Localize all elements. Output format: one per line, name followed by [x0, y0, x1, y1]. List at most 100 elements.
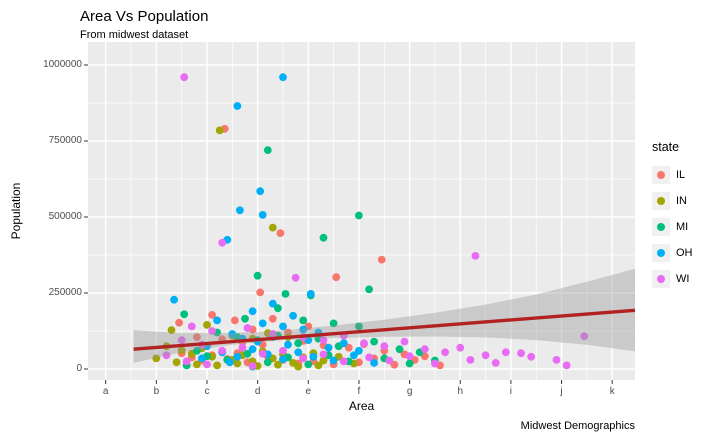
data-point-OH [306, 290, 315, 298]
data-point-IN [215, 126, 224, 135]
data-point-WI [299, 354, 308, 363]
data-point-IN [294, 362, 303, 371]
data-point-MI [405, 359, 414, 368]
data-point-WI [501, 348, 510, 357]
data-point-WI [380, 342, 389, 351]
data-point-MI [304, 360, 313, 369]
data-point-WI [580, 332, 589, 341]
data-point-WI [339, 357, 348, 366]
data-point-OH [233, 352, 242, 361]
x-tick-label-b: b [153, 386, 160, 397]
data-point-WI [385, 356, 394, 365]
data-point-OH [268, 299, 277, 308]
data-point-IL [268, 314, 277, 323]
data-point-IL [208, 311, 217, 319]
data-point-WI [456, 343, 465, 352]
legend: state IL IN MI OH WI [652, 140, 693, 292]
data-point-WI [400, 337, 409, 346]
data-point-IN [177, 346, 186, 355]
data-point-WI [180, 73, 189, 82]
legend-dot-icon [657, 223, 665, 231]
legend-key-wi [652, 270, 670, 288]
x-tick-label-i: i [509, 386, 512, 397]
y-tick-label-500000: 500000 [48, 211, 82, 222]
data-point-OH [233, 102, 242, 110]
data-point-OH [258, 319, 267, 328]
data-point-IL [256, 288, 265, 297]
data-point-WI [182, 357, 191, 366]
data-point-IL [377, 255, 386, 264]
y-tick-label-750000: 750000 [48, 135, 82, 146]
legend-key-oh [652, 244, 670, 262]
legend-label: IL [676, 169, 686, 181]
scatter-points [133, 73, 635, 371]
legend-key-il [652, 166, 670, 184]
data-point-WI [248, 362, 257, 370]
data-point-OH [279, 355, 287, 364]
data-point-OH [299, 325, 308, 334]
data-point-OH [256, 187, 265, 196]
trend-line [133, 308, 635, 351]
x-tick-label-h: h [457, 386, 464, 397]
data-point-IN [152, 354, 161, 363]
data-point-IL [175, 318, 184, 327]
data-point-WI [365, 353, 373, 362]
data-point-WI [319, 350, 328, 359]
data-point-OH [309, 352, 318, 361]
data-point-OH [350, 351, 358, 360]
legend-dot-icon [657, 197, 665, 205]
data-point-WI [208, 327, 217, 335]
data-point-IN [268, 223, 277, 232]
data-point-OH [284, 340, 292, 349]
data-point-WI [481, 351, 490, 360]
legend-dot-icon [657, 249, 665, 257]
legend-item-oh: OH [652, 240, 693, 266]
data-point-IN [233, 359, 242, 368]
data-point-OH [213, 316, 222, 325]
data-point-WI [471, 252, 480, 260]
data-point-WI [517, 349, 525, 358]
data-point-OH [170, 295, 179, 304]
data-point-OH [248, 307, 257, 316]
data-point-MI [329, 319, 338, 328]
data-point-OH [236, 206, 244, 215]
x-tick-label-j: j [560, 386, 563, 397]
data-point-OH [370, 359, 378, 367]
data-point-WI [218, 346, 227, 355]
data-point-IL [231, 316, 239, 325]
data-point-MI [263, 358, 272, 367]
y-tick-label-0: 0 [76, 363, 82, 374]
data-point-WI [177, 336, 186, 344]
data-point-WI [360, 339, 368, 348]
data-point-OH [294, 348, 303, 357]
data-point-IL [332, 273, 341, 282]
data-point-MI [263, 146, 272, 155]
legend-dot-icon [657, 171, 665, 179]
legend-label: IN [676, 195, 687, 207]
data-point-MI [355, 211, 363, 220]
legend-label: OH [676, 247, 693, 259]
data-point-OH [329, 356, 338, 365]
data-point-MI [395, 345, 404, 354]
data-point-WI [319, 336, 328, 344]
data-point-WI [527, 352, 536, 361]
data-point-IN [213, 361, 222, 370]
y-tick-label-1000000: 1000000 [43, 59, 82, 70]
data-point-WI [562, 361, 571, 370]
data-point-WI [279, 346, 287, 355]
data-point-WI [268, 330, 277, 338]
data-point-WI [187, 322, 196, 331]
legend-dot-icon [657, 275, 665, 283]
legend-item-mi: MI [652, 214, 693, 240]
y-axis-label: Population [9, 182, 23, 240]
data-point-OH [248, 345, 257, 354]
data-point-WI [218, 238, 227, 247]
data-point-MI [299, 316, 308, 325]
data-point-WI [238, 343, 247, 352]
data-point-OH [198, 354, 206, 363]
data-point-IL [276, 229, 285, 238]
data-point-IN [172, 358, 181, 367]
legend-label: WI [676, 273, 690, 285]
